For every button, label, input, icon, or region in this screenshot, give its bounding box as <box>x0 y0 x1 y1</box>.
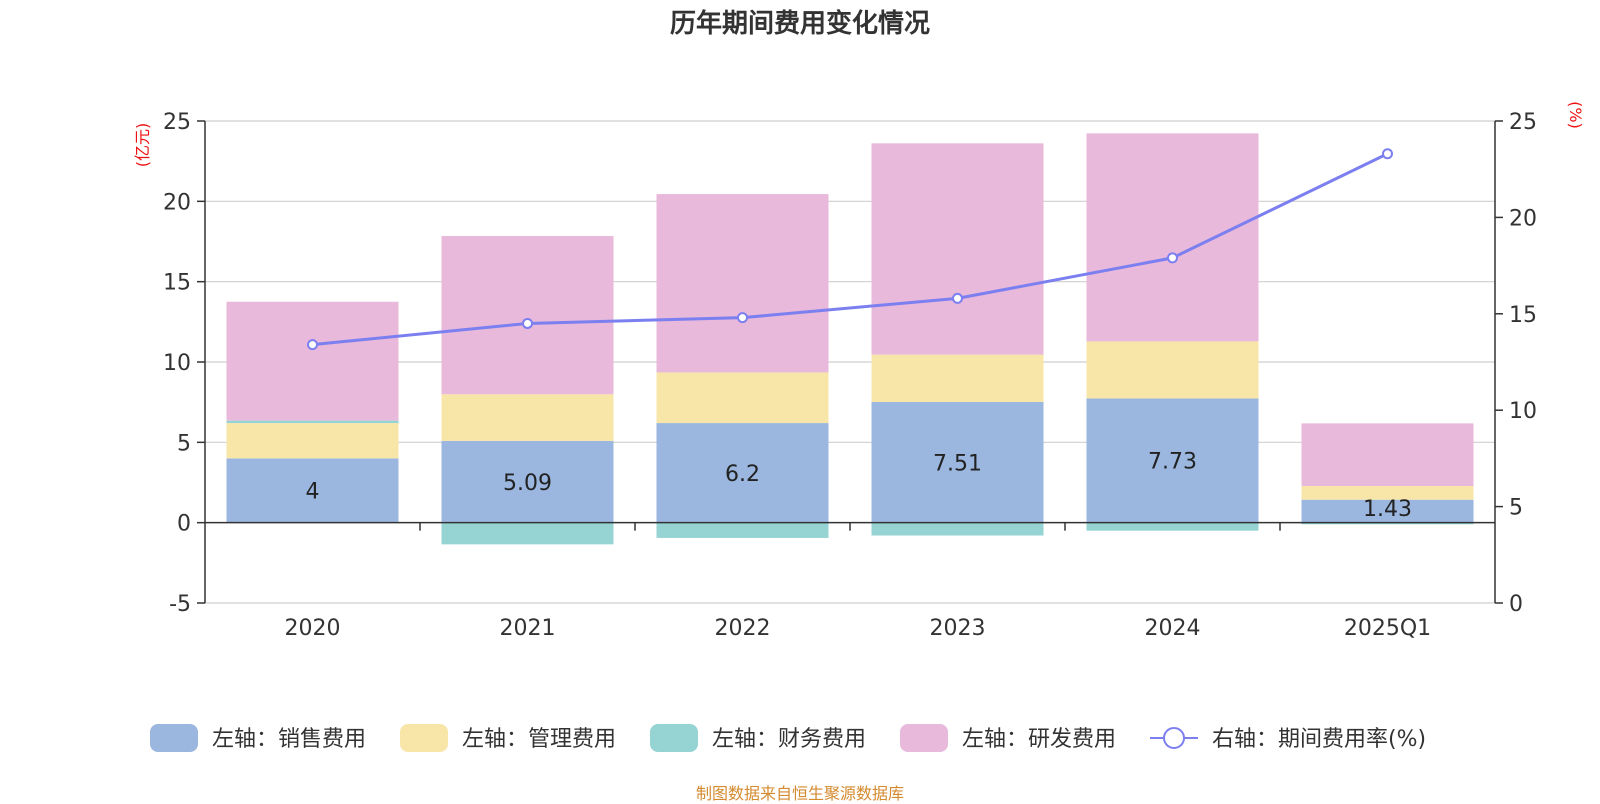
bar <box>226 301 399 421</box>
line-point <box>1382 148 1393 160</box>
right-tick-label: 15 <box>1509 303 1537 328</box>
axes: 25 20 15 10 5 0 -5 25 20 15 10 5 0 2020 2021 2022 2023 20… <box>163 110 1537 641</box>
line-series <box>307 148 1393 351</box>
bar <box>441 440 614 523</box>
left-tick-label: -5 <box>169 592 191 617</box>
legend-circle-marker <box>1163 727 1185 749</box>
bar <box>656 194 829 373</box>
bar <box>871 354 1044 403</box>
left-tick-label: 10 <box>163 351 191 376</box>
bar <box>1086 522 1259 531</box>
left-axis-unit: (亿元) <box>133 123 152 168</box>
bar <box>1086 133 1259 342</box>
bar <box>1301 499 1474 523</box>
right-tick-label: 10 <box>1509 399 1537 424</box>
left-tick-label: 20 <box>163 190 191 215</box>
bar <box>1086 341 1259 399</box>
bar <box>441 394 614 441</box>
right-tick-label: 25 <box>1509 110 1537 135</box>
right-tick-label: 0 <box>1509 592 1523 617</box>
left-tick-label: 5 <box>177 431 191 456</box>
grid-lines <box>205 120 1495 604</box>
x-tick-label: 2023 <box>930 616 986 641</box>
legend-swatch <box>650 724 698 752</box>
bar <box>656 522 829 538</box>
left-tick-label: 15 <box>163 271 191 296</box>
legend-swatch <box>150 724 198 752</box>
legend-label: 右轴：期间费用率(%) <box>1212 727 1426 752</box>
bar <box>1301 522 1474 525</box>
legend-label: 左轴：财务费用 <box>712 727 866 752</box>
line-point <box>522 317 533 329</box>
legend: 左轴：销售费用 左轴：管理费用 左轴：财务费用 左轴：研发费用 右轴：期间费用率(%) <box>150 724 1426 752</box>
line-point <box>737 312 748 324</box>
bar <box>226 423 399 459</box>
legend-label: 左轴：销售费用 <box>212 727 366 752</box>
bar <box>1301 423 1474 487</box>
x-tick-label: 2021 <box>500 616 556 641</box>
left-tick-label: 0 <box>177 512 191 537</box>
bar <box>1301 486 1474 500</box>
data-label: 1.43 <box>1363 497 1412 522</box>
bar <box>871 143 1044 355</box>
data-label: 7.73 <box>1148 450 1197 475</box>
bar-series <box>226 133 1474 545</box>
data-labels: 4 5.09 6.2 7.51 7.73 1.43 <box>306 450 1412 522</box>
x-tick-label: 2025Q1 <box>1344 616 1431 641</box>
right-tick-label: 20 <box>1509 206 1537 231</box>
right-tick-label: 5 <box>1509 496 1523 521</box>
x-tick-label: 2020 <box>285 616 341 641</box>
x-tick-label: 2022 <box>715 616 771 641</box>
expense-ratio-line <box>312 152 1389 347</box>
x-tick-label: 2024 <box>1145 616 1201 641</box>
line-point <box>1167 252 1178 264</box>
bar <box>441 522 614 545</box>
bar <box>1086 398 1259 523</box>
line-point <box>307 339 318 351</box>
bar <box>656 372 829 424</box>
data-source-note: 制图数据来自恒生聚源数据库 <box>695 784 904 803</box>
data-label: 4 <box>306 480 320 505</box>
data-label: 6.2 <box>725 462 760 487</box>
legend-swatch <box>400 724 448 752</box>
bar <box>441 236 614 395</box>
line-point <box>952 292 963 304</box>
legend-label: 左轴：管理费用 <box>462 727 616 752</box>
bar <box>226 458 399 523</box>
legend-swatch <box>900 724 948 752</box>
left-tick-label: 25 <box>163 110 191 135</box>
right-axis-unit: (%) <box>1566 101 1585 129</box>
bar <box>871 402 1044 523</box>
bar <box>871 522 1044 536</box>
chart-title: 历年期间费用变化情况 <box>670 8 930 39</box>
legend-label: 左轴：研发费用 <box>962 727 1116 752</box>
data-label: 5.09 <box>503 471 552 496</box>
bar <box>656 423 829 523</box>
bar <box>226 420 399 424</box>
data-label: 7.51 <box>933 451 982 476</box>
